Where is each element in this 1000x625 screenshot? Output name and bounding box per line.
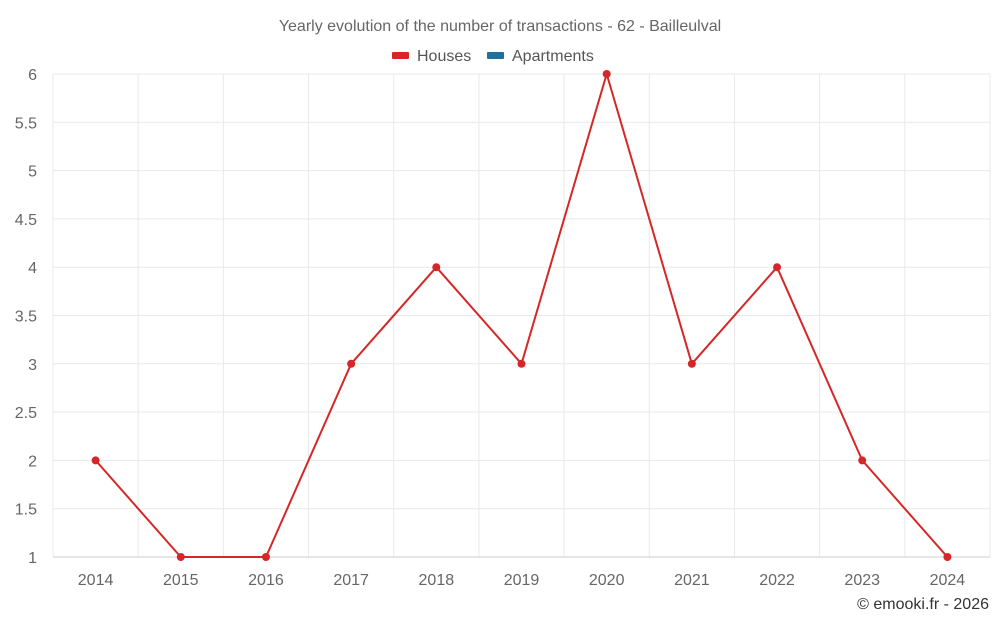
data-point-2017[interactable] (347, 359, 356, 368)
y-tick-label: 4 (28, 260, 37, 277)
y-tick-label: 5.5 (15, 115, 37, 132)
data-point-2024[interactable] (943, 553, 952, 561)
x-tick-label: 2018 (419, 572, 455, 589)
legend-swatch-apartments (487, 52, 504, 59)
x-tick-label: 2021 (674, 572, 710, 589)
data-point-2014[interactable] (91, 456, 100, 465)
chart-title: Yearly evolution of the number of transa… (279, 18, 721, 35)
data-point-2023[interactable] (858, 456, 867, 465)
legend-item-houses[interactable]: Houses (392, 48, 471, 65)
y-tick-label: 1.5 (15, 502, 37, 519)
x-tick-label: 2022 (759, 572, 795, 589)
data-point-2016[interactable] (261, 553, 270, 561)
data-point-2020[interactable] (602, 70, 611, 78)
legend-label-apartments: Apartments (512, 48, 594, 65)
x-tick-label: 2015 (163, 572, 199, 589)
x-tick-label: 2023 (844, 572, 880, 589)
legend-swatch-houses (392, 52, 409, 59)
x-tick-label: 2024 (930, 572, 966, 589)
y-tick-label: 2.5 (15, 405, 37, 422)
data-point-2015[interactable] (176, 553, 185, 561)
y-tick-label: 6 (28, 67, 37, 84)
x-tick-label: 2020 (589, 572, 625, 589)
y-tick-label: 2 (28, 453, 37, 470)
legend: Houses Apartments (392, 48, 594, 65)
y-tick-label: 4.5 (15, 212, 37, 229)
y-axis: 1 1.5 2 2.5 3 3.5 4 4.5 5 5.5 6 (15, 67, 37, 567)
data-point-2019[interactable] (517, 359, 526, 368)
y-tick-label: 5 (28, 164, 37, 181)
x-tick-label: 2019 (504, 572, 540, 589)
credit: © emooki.fr - 2026 (857, 596, 989, 613)
data-point-2021[interactable] (687, 359, 696, 368)
x-tick-label: 2016 (248, 572, 284, 589)
x-axis: 2014 2015 2016 2017 2018 2019 2020 2021 2022 2023… (53, 556, 990, 589)
x-tick-label: 2017 (333, 572, 369, 589)
legend-label-houses: Houses (417, 48, 471, 65)
y-tick-label: 3 (28, 357, 37, 374)
y-tick-label: 3.5 (15, 309, 37, 326)
y-tick-label: 1 (28, 550, 37, 567)
grid (52, 73, 991, 557)
data-point-2022[interactable] (773, 263, 782, 272)
legend-item-apartments[interactable]: Apartments (487, 48, 594, 65)
x-tick-label: 2014 (78, 572, 114, 589)
series-houses (91, 70, 952, 561)
data-point-2018[interactable] (432, 263, 441, 272)
